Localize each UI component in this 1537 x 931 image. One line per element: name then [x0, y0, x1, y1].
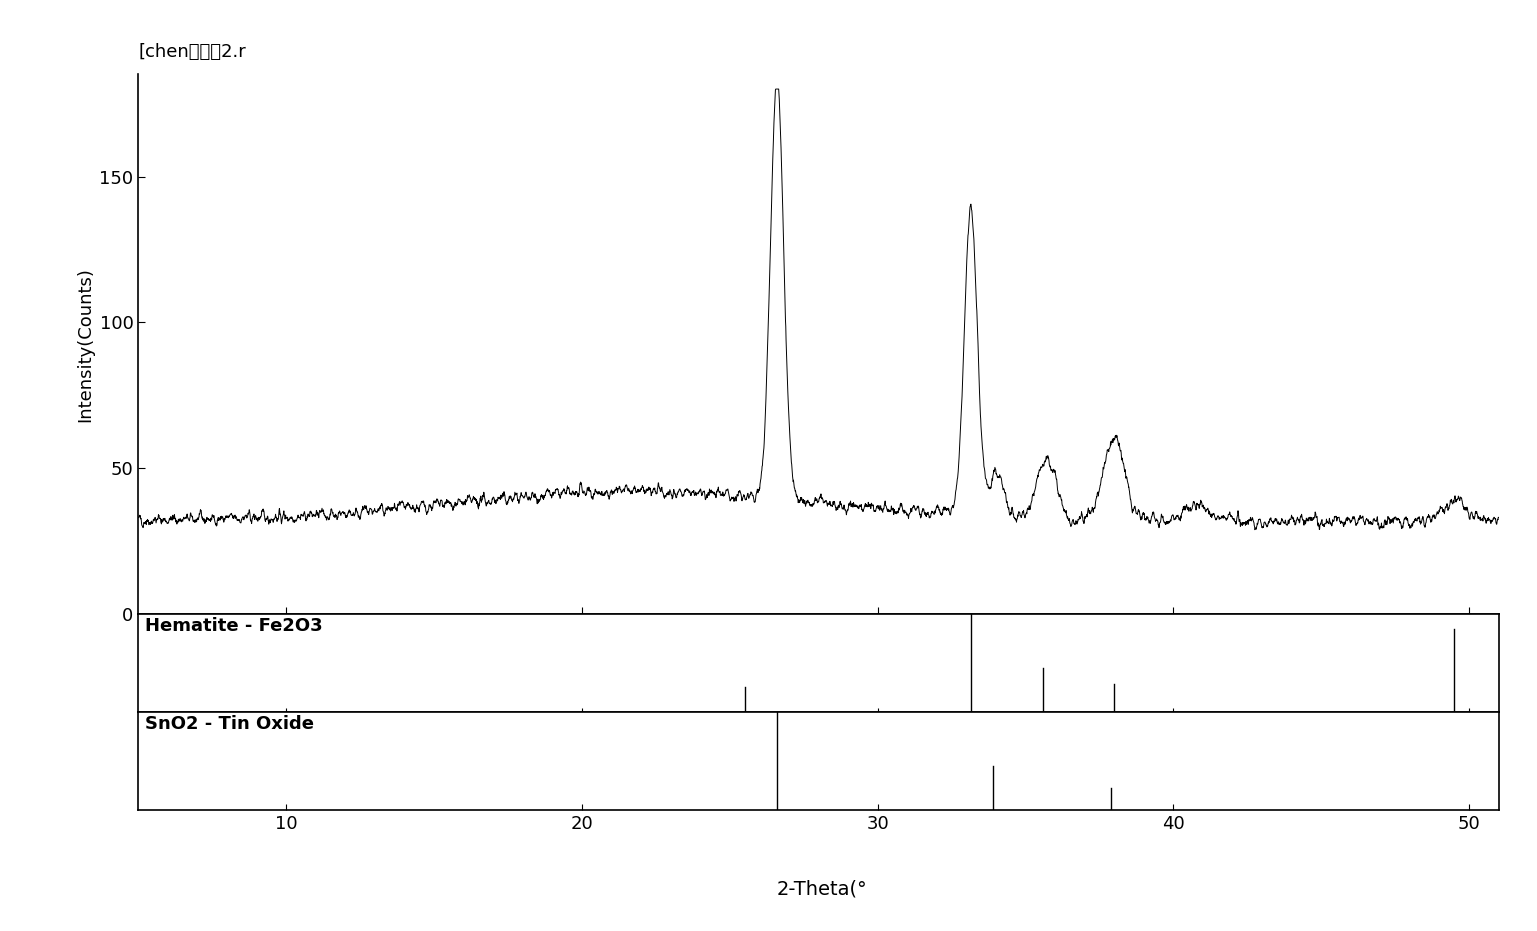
Text: SnO2 - Tin Oxide: SnO2 - Tin Oxide — [144, 715, 314, 733]
Text: 2-Theta(°: 2-Theta(° — [776, 880, 868, 898]
Text: [chen催化剀2.r: [chen催化剀2.r — [138, 43, 246, 61]
Y-axis label: Intensity(Counts): Intensity(Counts) — [75, 266, 94, 422]
Text: Hematite - Fe2O3: Hematite - Fe2O3 — [144, 616, 323, 635]
